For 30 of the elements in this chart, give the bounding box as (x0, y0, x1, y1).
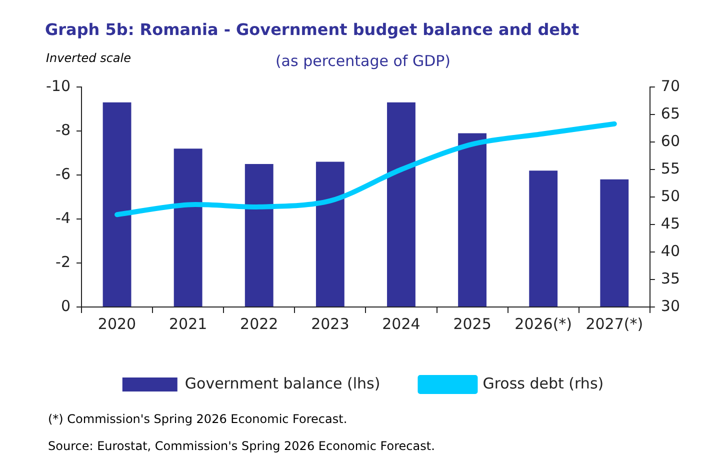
source-note: Source: Eurostat, Commission's Spring 2026 Economic Forecast. (48, 439, 435, 453)
chart-title: Graph 5b: Romania - Government budget balance and debt (45, 20, 580, 39)
chart-subtitle: (as percentage of GDP) (275, 52, 451, 70)
text: Inverted scale (46, 51, 132, 65)
y2-tick-label: 55 (660, 159, 680, 178)
y2-tick-label: 65 (660, 104, 680, 122)
x-tick-label: 2021 (168, 314, 208, 333)
y-tick-label: -4 (56, 208, 70, 227)
x-tick-label: 2022 (240, 314, 278, 333)
x-tick-label: 2023 (311, 314, 350, 333)
y2-tick-label: 40 (660, 242, 680, 260)
y2-tick-label: 30 (660, 296, 680, 315)
y2-tick-label: 45 (660, 214, 680, 232)
x-tick-label: 2024 (382, 314, 420, 333)
y2-tick-label: 70 (660, 76, 680, 95)
y-tick-label: -6 (56, 164, 70, 183)
y2-tick-label: 35 (660, 269, 680, 288)
x-tick-label: 2027(*) (586, 314, 644, 333)
y-tick-label: -10 (46, 76, 70, 95)
y-tick-label: -2 (56, 252, 70, 271)
x-tick-label: 2026(*) (514, 314, 572, 333)
text: (*) Commission's Spring 2026 Economic Forecast. (48, 412, 348, 426)
legend-label: Gross debt (rhs) (482, 374, 604, 392)
x-tick-label: 2025 (453, 314, 492, 333)
y-tick-label: -8 (56, 120, 70, 139)
y2-tick-label: 50 (660, 186, 680, 205)
x-tick-label: 2020 (98, 314, 136, 333)
legend-label: Government balance (lhs) (184, 374, 380, 392)
y-tick-label: 0 (60, 296, 70, 315)
y2-tick-label: 60 (660, 132, 680, 150)
